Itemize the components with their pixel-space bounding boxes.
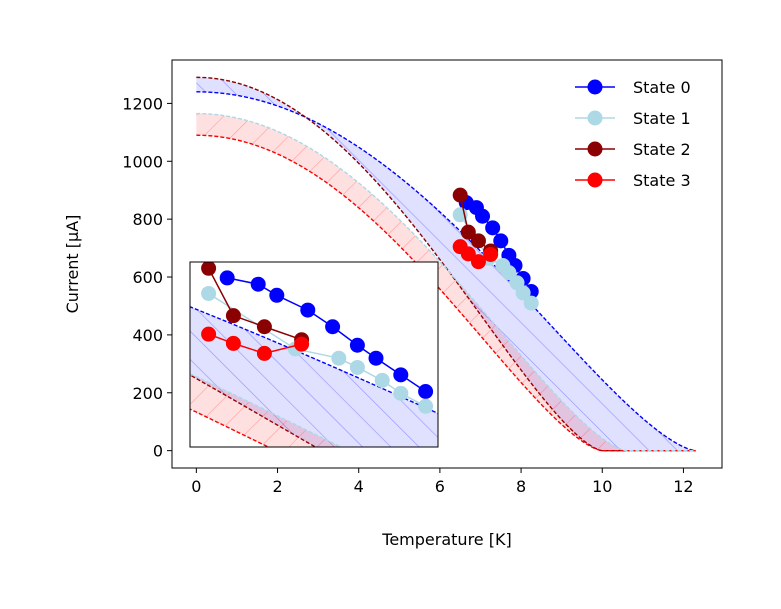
x-tick-label-3: 6 [435,477,445,496]
inset-series-1-point-2 [331,350,347,366]
main-series-group [452,187,539,311]
inset-series-1-point-5 [393,385,409,401]
main-series-2-point-1 [460,224,476,240]
band-edge-0-a [196,91,696,452]
legend-label-0: State 0 [633,78,691,97]
inset-series-3-point-0 [201,326,217,342]
y-tick-label-4: 800 [132,210,163,229]
y-tick-label-2: 400 [132,326,163,345]
uncertainty-band-1 [196,112,696,452]
inset-series-3-point-2 [256,345,272,361]
main-series-2-point-0 [452,187,468,203]
inset-series-1-point-0 [201,285,217,301]
y-tick-label-6: 1200 [122,94,163,113]
y-axis-label: Current [μA] [63,215,82,314]
legend-label-3: State 3 [633,171,691,190]
uncertainty-band-0 [190,306,438,447]
inset-series-line-3 [208,333,302,355]
legend-marker-0 [587,79,603,95]
x-tick-label-6: 12 [673,477,693,496]
inset-series-1-point-4 [374,372,390,388]
inset-series-0-point-6 [368,350,384,366]
inset-series-line-2 [207,267,302,341]
x-tick-label-0: 0 [191,477,201,496]
main-series-1-point-6 [523,295,539,311]
inset-series-2-point-1 [225,308,241,324]
inset-series-0-point-2 [269,287,285,303]
band-hatch-0 [190,306,438,447]
main-series-1-point-5 [515,285,531,301]
y-tick-label-0: 0 [153,442,163,461]
inset-series-0-point-1 [250,276,266,292]
inset-plot-area [190,262,438,447]
main-series-0-point-4 [493,233,509,249]
y-tick-label-3: 600 [132,268,163,287]
inset-series-3-point-1 [225,335,241,351]
inset-series-0-point-3 [300,302,316,318]
x-axis-label: Temperature [K] [381,530,511,549]
band-hatch-0 [196,77,696,451]
x-tick-label-1: 2 [272,477,282,496]
x-tick-label-4: 8 [516,477,526,496]
inset-frame [189,261,439,448]
band-hatch-1 [190,373,341,447]
legend-label-1: State 1 [633,109,691,128]
y-axis-ticks: 0 200 400 600 800 1000 1200 [122,94,172,461]
legend: State 0 State 1 State 2 State 3 [575,78,691,190]
x-tick-label-5: 10 [592,477,612,496]
inset-series-0-point-5 [349,337,365,353]
legend-label-2: State 2 [633,140,691,159]
inset-series-1-point-3 [349,359,365,375]
legend-marker-2 [587,141,603,157]
inset-series-2-point-2 [256,319,272,335]
main-series-3-point-3 [483,246,499,262]
inset-series-2-point-0 [201,262,217,276]
main-series-3-point-1 [460,246,476,262]
axes-frame [171,59,723,469]
main-plot-area [196,76,696,452]
main-series-3-point-2 [470,254,486,270]
x-axis-ticks: 0 2 4 6 8 10 12 [191,468,694,496]
band-edge-1-a [196,134,696,452]
uncertainty-band-1 [190,372,343,447]
band-edge-1-b [196,112,696,452]
y-tick-label-1: 200 [132,384,163,403]
main-series-2-point-2 [470,233,486,249]
inset-series-0-point-4 [325,319,341,335]
inset-series-0-point-7 [393,367,409,383]
main-series-1-point-3 [501,265,517,281]
main-series-0-point-3 [485,220,501,236]
band-hatch-1 [196,113,696,451]
inset-series-0-point-8 [418,384,434,399]
inset-series-1-point-6 [418,398,434,414]
inset-series-3-point-3 [294,336,310,352]
y-tick-label-5: 1000 [122,152,163,171]
legend-marker-1 [587,110,603,126]
inset-series-0-point-0 [219,270,235,286]
x-tick-label-2: 4 [354,477,364,496]
legend-marker-3 [587,172,603,188]
main-series-0-point-2 [475,208,491,224]
inset-series-group [201,262,434,414]
